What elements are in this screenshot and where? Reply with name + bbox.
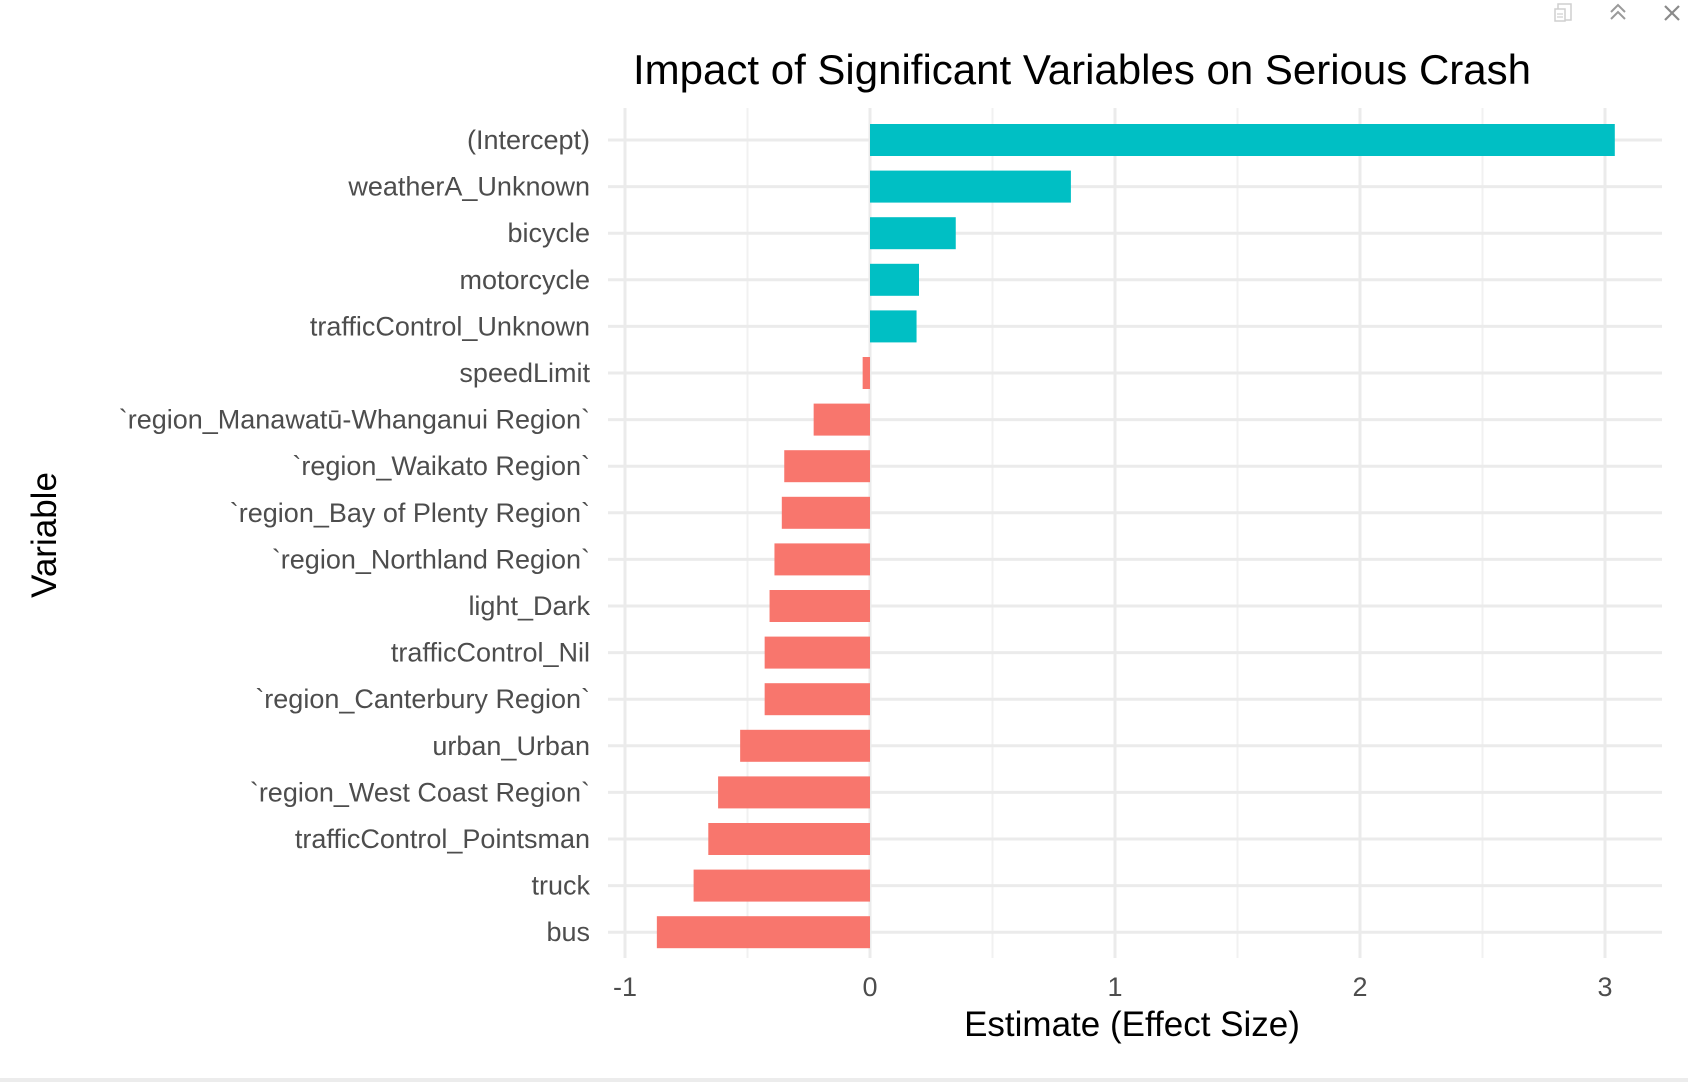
y-tick-label: bicycle [507, 218, 590, 248]
y-tick-label: weatherA_Unknown [347, 172, 590, 202]
y-tick-label: trafficControl_Pointsman [295, 824, 590, 854]
bar [740, 729, 870, 762]
x-tick-label: 1 [1107, 972, 1122, 1002]
y-tick-label: bus [546, 917, 590, 947]
y-tick-label: `region_Bay of Plenty Region` [230, 498, 590, 528]
bars [656, 124, 1615, 949]
bar [718, 776, 870, 809]
x-tick-label: -1 [613, 972, 637, 1002]
y-tick-label: urban_Urban [432, 731, 590, 761]
bar [784, 450, 870, 483]
x-tick-labels: -1 0 1 2 3 [613, 972, 1613, 1002]
x-tick-label: 3 [1597, 972, 1612, 1002]
chart-title: Impact of Significant Variables on Serio… [633, 46, 1531, 93]
y-tick-label: `region_West Coast Region` [250, 777, 590, 807]
window-bottom-border [0, 1078, 1688, 1082]
y-tick-label: speedLimit [459, 358, 590, 388]
bar [870, 263, 919, 296]
y-tick-label: trafficControl_Unknown [310, 311, 590, 341]
bar [708, 823, 870, 855]
bar [870, 170, 1071, 203]
y-tick-label: (Intercept) [467, 125, 590, 155]
bar [769, 590, 870, 622]
y-tick-label: truck [531, 871, 590, 901]
y-tick-label: light_Dark [468, 591, 590, 621]
bar [862, 357, 870, 389]
export-icon[interactable] [1550, 0, 1578, 28]
bar [764, 636, 870, 669]
close-icon[interactable] [1658, 0, 1686, 28]
bar [870, 124, 1615, 156]
y-tick-label: motorcycle [459, 265, 590, 295]
bar [813, 403, 870, 436]
bar [764, 683, 870, 716]
bar [774, 543, 870, 576]
y-tick-label: `region_Northland Region` [272, 544, 590, 574]
bar [656, 916, 870, 949]
x-tick-label: 0 [862, 972, 877, 1002]
bar [870, 310, 917, 343]
y-axis-title: Variable [25, 472, 64, 598]
bar [781, 496, 870, 529]
bar [870, 217, 956, 250]
bar [693, 869, 870, 902]
x-tick-label: 2 [1352, 972, 1367, 1002]
grid [608, 108, 1662, 958]
x-axis-title: Estimate (Effect Size) [964, 1005, 1300, 1044]
collapse-icon[interactable] [1604, 0, 1632, 28]
plot-toolbar [1488, 0, 1688, 28]
y-tick-label: trafficControl_Nil [391, 638, 590, 668]
y-tick-label: `region_Waikato Region` [292, 451, 590, 481]
y-tick-label: `region_Canterbury Region` [255, 684, 590, 714]
y-tick-label: `region_Manawatū-Whanganui Region` [119, 405, 590, 435]
